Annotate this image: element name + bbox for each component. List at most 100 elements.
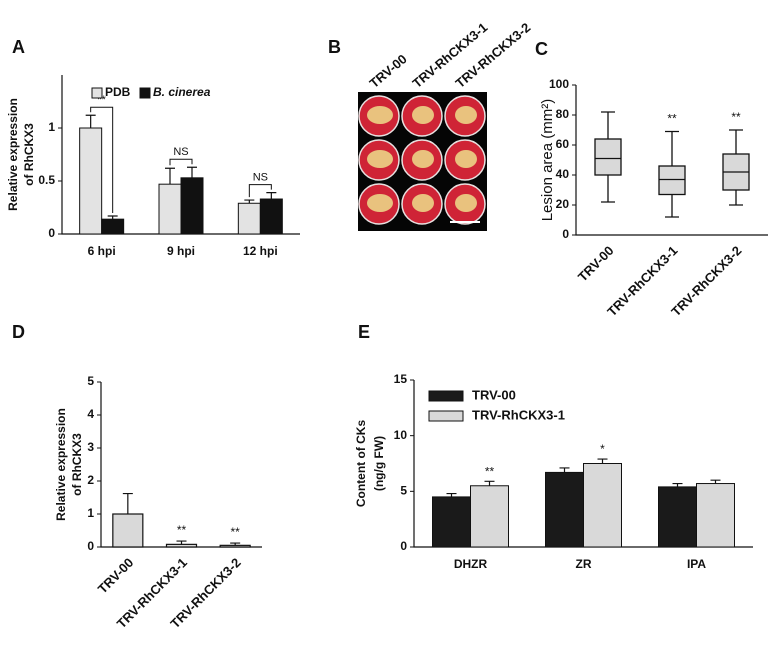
significance: ** <box>667 112 677 126</box>
whisker-high <box>665 130 679 166</box>
whisker-low <box>601 175 615 203</box>
bracket <box>90 106 114 213</box>
significance: * <box>600 442 605 456</box>
x-tick-label: IPA <box>687 557 706 571</box>
significance: ** <box>731 110 741 124</box>
bar <box>658 486 697 548</box>
y-axis-label: (ng/g FW) <box>372 436 386 491</box>
error-bar <box>244 199 255 204</box>
bar <box>112 513 144 548</box>
x-tick-label: 9 hpi <box>167 244 195 258</box>
legend-swatch <box>428 410 464 422</box>
y-tick-label: 5 <box>400 484 407 498</box>
error-bar <box>230 542 241 546</box>
y-axis-label: Lesion area (mm²) <box>539 99 556 222</box>
bracket <box>169 158 193 166</box>
whisker-high <box>729 129 743 154</box>
x-tick-label: DHZR <box>454 557 488 571</box>
legend-swatch <box>91 87 103 99</box>
bar <box>259 198 283 235</box>
box <box>658 165 686 196</box>
x-tick-label: 12 hpi <box>243 244 278 258</box>
bar <box>470 485 509 548</box>
panel-letter: E <box>358 322 370 342</box>
y-tick-label: 100 <box>549 77 569 91</box>
error-bar <box>176 540 187 545</box>
error-bar <box>266 192 277 200</box>
column-label: TRV-RhCKX3-1 <box>409 20 490 91</box>
bar <box>79 127 103 235</box>
y-tick-label: 5 <box>87 374 94 388</box>
panel-letter: D <box>12 322 25 342</box>
significance: NS <box>173 146 188 158</box>
error-bar <box>85 114 96 128</box>
y-tick-label: 3 <box>87 440 94 454</box>
error-bar <box>710 479 721 484</box>
box <box>594 138 622 176</box>
bar <box>180 177 204 235</box>
y-tick-label: 10 <box>394 428 408 442</box>
error-bar <box>446 492 457 497</box>
bar <box>165 543 198 548</box>
significance: ** <box>97 94 106 106</box>
x-tick-label: TRV-00 <box>95 555 137 597</box>
y-tick-label: 0 <box>87 539 94 553</box>
significance: NS <box>253 172 268 184</box>
panel-letter: C <box>535 39 548 59</box>
x-tick-label: 6 hpi <box>88 244 116 258</box>
significance: ** <box>485 464 495 478</box>
y-axis-label: Content of CKs <box>354 420 368 508</box>
bar <box>696 483 735 548</box>
y-tick-label: 1 <box>48 120 55 134</box>
bracket <box>248 184 272 198</box>
bar <box>583 463 622 548</box>
y-tick-label: 2 <box>87 473 94 487</box>
legend-label: TRV-RhCKX3-1 <box>472 407 565 422</box>
y-tick-label: 40 <box>556 167 570 181</box>
error-bar <box>107 215 118 220</box>
y-tick-label: 80 <box>556 107 570 121</box>
error-bar <box>484 480 495 486</box>
lesion <box>367 150 393 168</box>
panel-letter: B <box>328 37 341 57</box>
bar <box>545 471 584 548</box>
lesion <box>455 194 477 212</box>
error-bar <box>597 458 608 464</box>
y-axis-label: of RhCKX3 <box>70 433 84 496</box>
error-bar <box>122 492 133 514</box>
bar <box>237 202 261 235</box>
error-bar <box>559 467 570 473</box>
y-tick-label: 0 <box>48 226 55 240</box>
whisker-low <box>729 190 743 206</box>
y-tick-label: 0.5 <box>38 173 55 187</box>
y-axis-label: of RhCKX3 <box>22 123 36 186</box>
y-tick-label: 1 <box>87 506 94 520</box>
y-tick-label: 20 <box>556 197 570 211</box>
legend-swatch <box>428 390 464 402</box>
x-tick-label: ZR <box>576 557 592 571</box>
x-tick-label: TRV-00 <box>575 243 617 285</box>
y-tick-label: 15 <box>394 372 408 386</box>
panel-letter: A <box>12 37 25 57</box>
error-bar <box>165 167 175 185</box>
y-tick-label: 60 <box>556 137 570 151</box>
column-label: TRV-RhCKX3-2 <box>452 20 533 91</box>
y-tick-label: 0 <box>562 227 569 241</box>
significance: ** <box>177 523 187 537</box>
legend-label: B. cinerea <box>153 85 211 99</box>
significance: ** <box>230 525 240 539</box>
y-axis-label: Relative expression <box>54 408 68 521</box>
y-tick-label: 0 <box>400 539 407 553</box>
error-bar <box>672 482 683 487</box>
lesion <box>455 106 477 124</box>
whisker-low <box>665 194 679 218</box>
column-label: TRV-00 <box>366 51 409 91</box>
lesion <box>367 194 393 212</box>
bar <box>101 218 125 235</box>
y-axis-label: Relative expression <box>6 98 20 211</box>
lesion <box>367 106 393 124</box>
y-tick-label: 4 <box>87 407 94 421</box>
bar <box>158 183 182 235</box>
error-bar <box>187 166 197 178</box>
